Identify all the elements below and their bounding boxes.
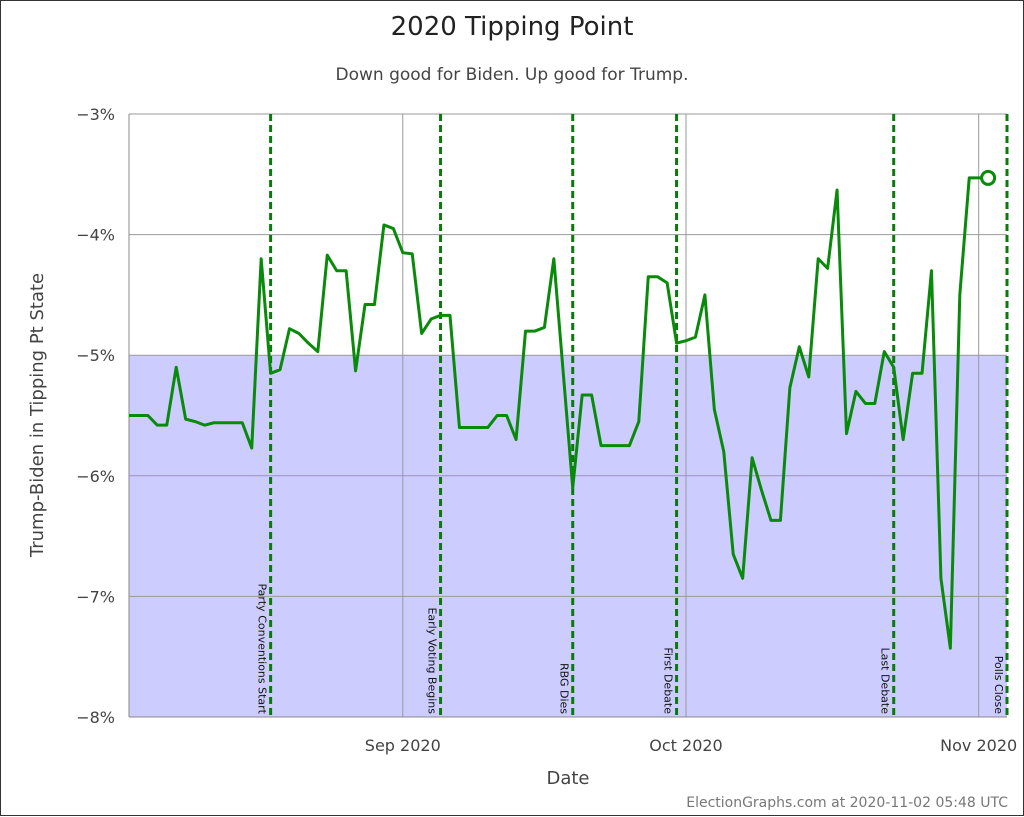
event-label: Polls Close — [992, 656, 1005, 715]
event-label: First Debate — [662, 647, 675, 714]
y-axis-label: Trump-Biden in Tipping Pt State — [27, 273, 48, 558]
chart-title: 2020 Tipping Point — [391, 12, 634, 42]
y-tick-label: −5% — [76, 346, 115, 365]
y-tick-label: −6% — [76, 467, 115, 486]
y-tick-label: −8% — [76, 708, 115, 727]
y-tick-label: −4% — [76, 226, 115, 245]
event-label: RBG Dies — [558, 663, 571, 714]
end-marker — [980, 169, 997, 186]
event-label: Early Voting Begins — [426, 607, 439, 714]
x-tick-label: Oct 2020 — [649, 736, 722, 755]
y-tick-label: −3% — [76, 105, 115, 124]
event-label: Last Debate — [879, 648, 892, 715]
footer: ElectionGraphs.com at 2020-11-02 05:48 U… — [686, 795, 1008, 811]
y-tick-label: −7% — [76, 587, 115, 606]
event-label: Party Conventions Start — [256, 583, 269, 714]
x-tick-label: Sep 2020 — [365, 736, 441, 755]
data-line — [129, 176, 989, 650]
x-axis-label: Date — [546, 768, 589, 789]
x-tick-label: Nov 2020 — [940, 736, 1017, 755]
chart-subtitle: Down good for Biden. Up good for Trump. — [336, 65, 689, 85]
